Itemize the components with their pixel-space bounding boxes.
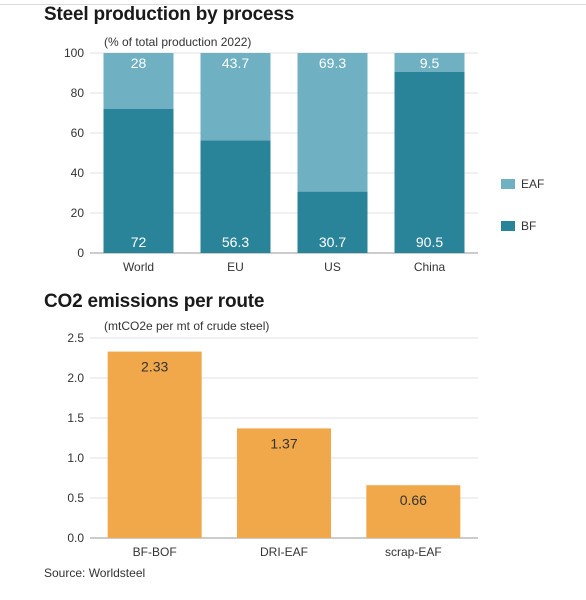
bar-bf [103, 109, 174, 253]
x-tick-label: DRI-EAF [260, 545, 308, 559]
y-tick-label: 100 [64, 46, 84, 60]
chart-subtitle-co2-emissions: (mtCO2e per mt of crude steel) [104, 319, 270, 333]
y-tick-label: 40 [71, 166, 85, 180]
bar [107, 351, 202, 538]
co2-emissions-chart: 0.0 0.5 1.0 1.5 2.0 2.5 2.33 BF-BOF 1.37 DRI-EAF 0… [67, 331, 478, 559]
legend-swatch-eaf [501, 179, 515, 189]
bar-bf [297, 191, 368, 253]
data-label: 90.5 [416, 234, 443, 250]
y-tick-label: 0 [77, 246, 84, 260]
data-label: 0.66 [400, 492, 427, 508]
steel-production-chart: 0 20 40 60 80 100 72 28 World 56.3 43.7 EU 30.7 69.3 U… [64, 46, 544, 274]
y-tick-label: 1.5 [67, 411, 84, 425]
bar-eaf [394, 53, 465, 72]
y-tick-label: 80 [71, 86, 85, 100]
legend-label-bf: BF [521, 219, 536, 233]
data-label: 28 [131, 55, 147, 71]
bar-bf [394, 72, 465, 253]
data-label: 30.7 [319, 234, 346, 250]
top-divider [0, 4, 586, 5]
source-note: Source: Worldsteel [44, 566, 146, 580]
bar-eaf [297, 53, 368, 192]
chart-subtitle-steel-production: (% of total production 2022) [104, 35, 252, 49]
y-tick-label: 2.0 [67, 371, 84, 385]
x-tick-label: World [123, 260, 154, 274]
legend-label-eaf: EAF [521, 177, 544, 191]
data-label: 72 [131, 234, 147, 250]
x-tick-label: BF-BOF [133, 545, 177, 559]
bar-eaf [200, 53, 271, 141]
bar [237, 428, 331, 538]
x-tick-label: EU [227, 260, 244, 274]
x-tick-label: US [324, 260, 341, 274]
y-tick-label: 20 [71, 206, 85, 220]
y-tick-label: 60 [71, 126, 85, 140]
legend-swatch-bf [501, 221, 515, 231]
bar [366, 485, 461, 538]
data-label: 56.3 [222, 234, 249, 250]
y-tick-label: 0.5 [67, 491, 84, 505]
bar-bf [200, 140, 271, 253]
y-tick-label: 0.0 [67, 531, 84, 545]
chart-title-steel-production: Steel production by process [44, 4, 295, 25]
bar-eaf [103, 53, 174, 109]
data-label: 1.37 [270, 435, 297, 451]
x-tick-label: China [414, 260, 446, 274]
y-tick-label: 2.5 [67, 331, 84, 345]
chart-title-co2-emissions: CO2 emissions per route [44, 291, 265, 312]
data-label: 69.3 [319, 55, 346, 71]
data-label: 9.5 [420, 55, 440, 71]
x-tick-label: scrap-EAF [385, 545, 442, 559]
data-label: 2.33 [141, 359, 168, 375]
y-tick-label: 1.0 [67, 451, 84, 465]
data-label: 43.7 [222, 55, 249, 71]
